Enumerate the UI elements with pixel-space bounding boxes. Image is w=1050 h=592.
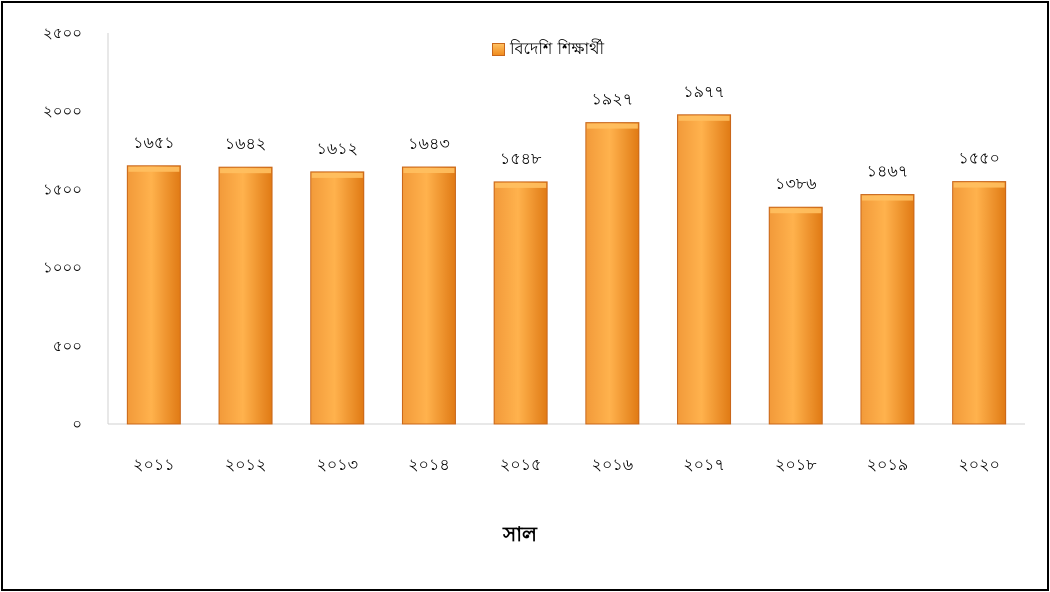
bar — [126, 165, 181, 425]
y-tick-label: ৫০০ — [53, 337, 82, 355]
bar-value-label: ১৬৪২ — [225, 134, 267, 153]
bar-value-label: ১৬৪৩ — [408, 134, 450, 153]
bar-top-highlight — [220, 168, 272, 174]
x-tick-label: ২০১২ — [225, 455, 267, 474]
x-tick-label: ২০১৮ — [775, 455, 817, 474]
y-tick-label: ২৫০০ — [43, 24, 82, 42]
bar-top-highlight — [953, 182, 1005, 188]
y-tick-label: ০ — [72, 415, 82, 433]
legend-swatch — [492, 43, 505, 56]
x-tick-label: ২০১৪ — [408, 455, 450, 474]
bar-value-label: ১৫৫০ — [958, 149, 1000, 168]
bar — [401, 166, 456, 425]
bar-value-label: ১৫৪৮ — [500, 149, 542, 168]
bar-top-highlight — [586, 123, 638, 129]
bar-value-label: ১৯৭৭ — [683, 82, 725, 101]
x-tick-label: ২০১৭ — [683, 455, 725, 474]
x-tick-label: ২০১৫ — [500, 455, 542, 474]
bar — [860, 194, 915, 425]
bar-value-label: ১৬১২ — [316, 139, 358, 158]
x-tick-label: ২০১৯ — [867, 455, 909, 474]
bar-value-label: ১৯২৭ — [592, 90, 634, 109]
bar — [310, 171, 365, 425]
bar-top-highlight — [770, 208, 822, 214]
bar — [768, 206, 823, 425]
bar — [952, 181, 1007, 425]
bar-value-label: ১৬৫১ — [133, 133, 175, 152]
y-tick-label: ১০০০ — [43, 259, 82, 277]
x-tick-label: ২০১৩ — [316, 455, 358, 474]
x-tick-label: ২০২০ — [958, 455, 1000, 474]
legend-label: বিদেশি শিক্ষার্থী — [510, 39, 605, 58]
bar-top-highlight — [311, 172, 363, 178]
x-axis-title: সাল — [503, 522, 537, 546]
bar-top-highlight — [128, 166, 180, 172]
y-tick-label: ১৫০০ — [43, 180, 82, 198]
bar-top-highlight — [495, 182, 547, 188]
x-tick-label: ২০১৬ — [592, 455, 634, 474]
bar-top-highlight — [861, 195, 913, 201]
bar-top-highlight — [403, 168, 455, 174]
bar-top-highlight — [678, 115, 730, 121]
legend: বিদেশি শিক্ষার্থী — [492, 36, 604, 63]
bar — [677, 114, 732, 425]
bar — [218, 166, 273, 425]
bar — [585, 122, 640, 425]
bar-value-label: ১৩৮৬ — [775, 174, 817, 193]
bar — [493, 181, 548, 425]
y-tick-label: ২০০০ — [43, 102, 82, 120]
bar-value-label: ১৪৬৭ — [867, 162, 909, 181]
x-tick-label: ২০১১ — [133, 455, 175, 474]
